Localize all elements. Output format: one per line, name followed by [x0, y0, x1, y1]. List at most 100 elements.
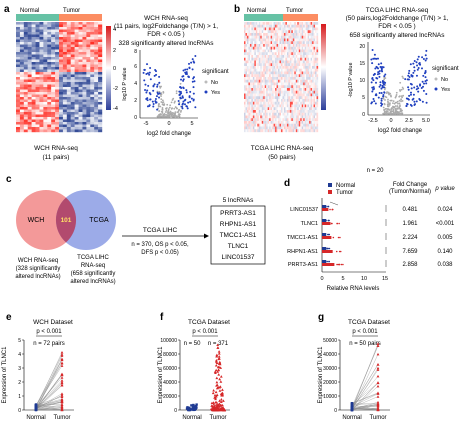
heatmap-cell	[292, 123, 295, 127]
heatmap-cell	[248, 33, 251, 36]
heatmap-cell	[301, 96, 304, 100]
heatmap-cell	[307, 44, 310, 47]
gene-item: TMCC1-AS1	[220, 232, 257, 239]
heatmap-cell	[263, 41, 265, 45]
heatmap-cell	[261, 27, 264, 31]
heatmap-cell	[283, 112, 286, 116]
heatmap-cell	[255, 74, 258, 78]
heatmap-cell	[47, 119, 52, 123]
heatmap-cell	[310, 24, 313, 28]
heatmap-cell	[257, 107, 259, 111]
heatmap-cell	[281, 104, 283, 108]
heatmap-cell	[276, 118, 279, 122]
heatmap-cell	[313, 118, 316, 122]
heatmap-cell	[282, 57, 285, 61]
heatmap-cell	[257, 30, 259, 34]
right-caption: RNA-seq	[81, 263, 105, 269]
heatmap-cell	[301, 85, 304, 89]
heatmap-cell	[94, 72, 99, 75]
heatmap-cell	[23, 84, 28, 88]
heatmap-cell	[39, 87, 44, 90]
heatmap-cell	[289, 118, 292, 122]
heatmap-cell	[304, 126, 307, 130]
plot-title: TCGA Dataset	[188, 319, 230, 326]
heatmap-cell	[267, 63, 270, 67]
heatmap-cell	[98, 72, 103, 75]
heatmap-cell	[304, 104, 307, 108]
heatmap-cell	[315, 71, 317, 75]
heatmap-cell	[90, 77, 95, 80]
heatmap-cell	[267, 46, 270, 50]
heatmap-cell	[281, 24, 283, 28]
right-caption: TCGA LIHC	[77, 255, 109, 261]
volcano-point	[174, 111, 177, 114]
heatmap-cell	[90, 124, 95, 128]
heatmap-cell	[300, 41, 302, 45]
heatmap-cell	[264, 55, 267, 58]
heatmap-cell	[283, 38, 286, 42]
tumor-point	[221, 408, 225, 411]
heatmap-cell	[278, 101, 280, 105]
heatmap-cell	[278, 74, 280, 78]
heatmap-cell	[269, 82, 271, 86]
tumor-point	[60, 383, 64, 387]
tumor-point	[60, 364, 64, 367]
heatmap-cell	[303, 30, 305, 34]
tumor-point	[60, 354, 64, 357]
volcano-point	[423, 72, 426, 75]
heatmap-cell	[310, 115, 313, 119]
tumor-point	[212, 401, 215, 404]
heatmap-cell	[82, 122, 87, 125]
heatmap-cell	[255, 68, 258, 72]
heatmap-cell	[313, 104, 316, 108]
volcano-point	[415, 74, 418, 77]
heatmap-cell	[313, 77, 316, 80]
heatmap-cell	[315, 112, 317, 116]
heatmap-cell	[283, 82, 286, 86]
heatmap-cell	[313, 57, 316, 61]
heatmap-cell	[278, 118, 280, 122]
heatmap-cell	[248, 129, 251, 133]
heatmap-cell	[266, 46, 268, 50]
heatmap-cell	[301, 24, 304, 28]
tumor-point	[60, 400, 64, 403]
heatmap-cell	[78, 54, 83, 58]
volcano-point	[170, 113, 173, 116]
heatmap-cell	[43, 77, 48, 80]
volcano-point	[157, 103, 160, 105]
heatmap-cell	[244, 88, 246, 91]
volcano-point	[179, 82, 182, 85]
heatmap-cell	[270, 129, 273, 133]
heatmap-cell	[269, 60, 271, 64]
heatmap-cell	[275, 41, 277, 45]
heatmap-cell	[257, 121, 259, 124]
heatmap-cell	[74, 84, 79, 88]
heatmap-cell	[43, 67, 48, 70]
heatmap-cell	[295, 112, 298, 116]
volcano-point	[168, 112, 171, 114]
heatmap-cell	[23, 122, 28, 125]
heatmap-cell	[272, 24, 274, 28]
heatmap-cell	[264, 41, 267, 45]
tumor-point	[376, 366, 380, 370]
heatmap-cell	[59, 119, 64, 123]
volcano-point	[401, 96, 404, 99]
heatmap-cell	[278, 126, 280, 130]
volcano-point	[166, 103, 169, 106]
heatmap-cell	[47, 74, 52, 78]
heatmap-cell	[47, 89, 52, 93]
heatmap-cell	[23, 32, 28, 35]
tumor-point	[60, 408, 64, 412]
heatmap-cell	[244, 35, 246, 39]
heatmap-cell	[35, 82, 40, 85]
heatmap-cell	[245, 129, 248, 133]
heatmap-cell	[273, 101, 276, 105]
heatmap-cell	[258, 104, 261, 108]
heatmap-cell	[301, 118, 304, 122]
heatmap-cell	[62, 102, 68, 105]
heatmap-cell	[273, 104, 276, 108]
heatmap-cell	[246, 55, 249, 58]
heatmap-cell	[248, 30, 251, 34]
heatmap-cell	[90, 84, 95, 88]
heatmap-cell	[74, 107, 79, 110]
